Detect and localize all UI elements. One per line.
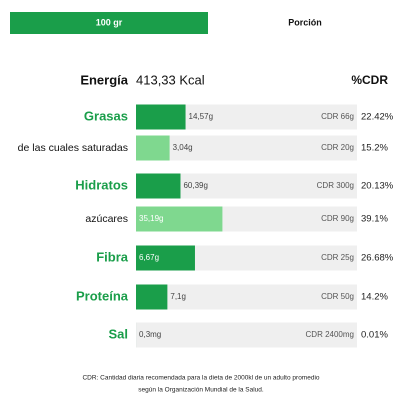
amount-label: 3,04g — [173, 143, 193, 152]
nutrient-label: Grasas — [84, 108, 128, 123]
percent-label: 26.68% — [361, 253, 394, 264]
amount-label: 0,3mg — [139, 330, 161, 339]
energy-value: 413,33 Kcal — [136, 72, 205, 87]
cdr-label: CDR 50g — [321, 292, 354, 301]
cdr-label: CDR 25g — [321, 253, 354, 262]
nutrient-label: Sal — [108, 326, 128, 341]
nutrient-label: Proteína — [76, 288, 129, 303]
bar — [136, 105, 186, 130]
amount-label: 35,19g — [139, 214, 163, 223]
footer-note: según la Organización Mundial de la Salu… — [138, 387, 264, 394]
cdr-label: CDR 300g — [317, 181, 354, 190]
bar — [136, 136, 170, 161]
cdr-label: CDR 66g — [321, 112, 354, 121]
cdr-label: CDR 20g — [321, 143, 354, 152]
percent-label: 39.1% — [361, 214, 388, 225]
energy-label: Energía — [80, 72, 128, 87]
nutrient-label: Hidratos — [75, 177, 128, 192]
amount-label: 7,1g — [170, 292, 186, 301]
amount-label: 60,39g — [183, 181, 207, 190]
percent-label: 22.42% — [361, 112, 394, 123]
tab-label[interactable]: Porción — [288, 17, 322, 27]
amount-label: 6,67g — [139, 253, 159, 262]
amount-label: 14,57g — [189, 112, 213, 121]
bar — [136, 285, 167, 310]
nutrient-label: Fibra — [96, 249, 129, 264]
percent-label: 14.2% — [361, 292, 388, 303]
percent-label: 20.13% — [361, 181, 394, 192]
cdr-label: CDR 90g — [321, 214, 354, 223]
percent-label: 0.01% — [361, 330, 388, 341]
sub-nutrient-label: azúcares — [85, 213, 128, 225]
percent-header: %CDR — [351, 73, 388, 87]
bar — [136, 174, 180, 199]
sub-nutrient-label: de las cuales saturadas — [18, 142, 128, 154]
footer-note: CDR: Cantidad diaria recomendada para la… — [82, 375, 319, 382]
cdr-label: CDR 2400mg — [306, 330, 354, 339]
tab-label[interactable]: 100 gr — [96, 17, 123, 27]
percent-label: 15.2% — [361, 143, 388, 154]
